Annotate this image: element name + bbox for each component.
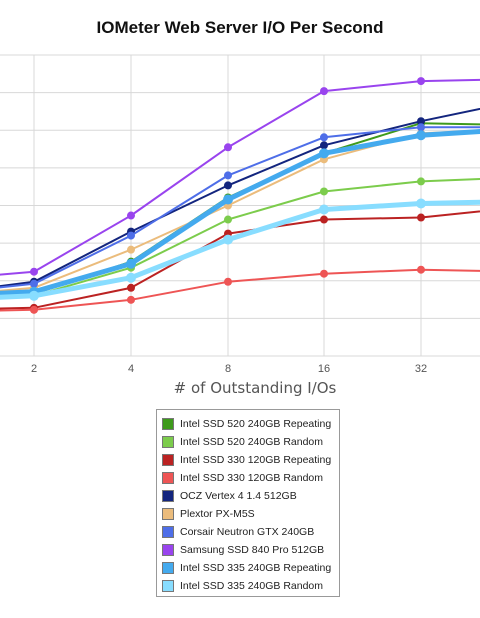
legend-swatch <box>162 454 174 466</box>
legend-label: Intel SSD 330 120GB Repeating <box>180 454 332 466</box>
legend-label: Plextor PX-M5S <box>180 508 255 520</box>
data-point[interactable] <box>319 148 329 159</box>
legend-label: Corsair Neutron GTX 240GB <box>180 526 315 538</box>
data-point[interactable] <box>30 305 38 314</box>
data-point[interactable] <box>127 231 135 240</box>
data-point[interactable] <box>223 194 233 205</box>
x-tick-label: 32 <box>415 363 427 375</box>
data-point[interactable] <box>416 198 426 209</box>
series-7 <box>0 77 480 276</box>
legend-swatch <box>162 418 174 430</box>
legend-swatch <box>162 490 174 502</box>
data-point[interactable] <box>223 234 233 245</box>
data-point[interactable] <box>319 204 329 215</box>
data-point[interactable] <box>417 77 425 86</box>
x-tick-label: 2 <box>31 363 37 375</box>
legend-label: Intel SSD 335 240GB Repeating <box>180 562 332 574</box>
series-6 <box>0 123 480 289</box>
legend-item[interactable]: OCZ Vertex 4 1.4 512GB <box>161 487 337 505</box>
data-point[interactable] <box>224 171 232 180</box>
data-point[interactable] <box>30 267 38 276</box>
data-point[interactable] <box>30 279 38 288</box>
series-3 <box>0 265 480 314</box>
legend-item[interactable]: Intel SSD 335 240GB Repeating <box>161 559 337 577</box>
data-point[interactable] <box>126 272 136 283</box>
data-point[interactable] <box>417 117 425 126</box>
data-point[interactable] <box>320 141 328 150</box>
data-point[interactable] <box>320 133 328 142</box>
legend-swatch <box>162 544 174 556</box>
legend-swatch <box>162 526 174 538</box>
legend-label: Intel SSD 330 120GB Random <box>180 472 324 484</box>
series-8 <box>0 129 480 297</box>
data-point[interactable] <box>127 211 135 220</box>
legend-swatch <box>162 472 174 484</box>
legend-item[interactable]: Intel SSD 335 240GB Random <box>161 577 337 595</box>
legend-swatch <box>162 436 174 448</box>
data-point[interactable] <box>320 187 328 196</box>
data-point[interactable] <box>417 265 425 274</box>
legend-item[interactable]: Samsung SSD 840 Pro 512GB <box>161 541 337 559</box>
data-point[interactable] <box>126 258 136 269</box>
data-point[interactable] <box>417 213 425 222</box>
data-point[interactable] <box>127 295 135 304</box>
data-point[interactable] <box>417 177 425 186</box>
x-axis-label: # of Outstanding I/Os <box>174 379 337 397</box>
x-tick-label: 16 <box>318 363 330 375</box>
x-tick-label: 4 <box>128 363 134 375</box>
legend-label: Intel SSD 520 240GB Random <box>180 436 324 448</box>
legend-label: Intel SSD 520 240GB Repeating <box>180 418 332 430</box>
data-point[interactable] <box>224 181 232 190</box>
legend-item[interactable]: Intel SSD 330 120GB Repeating <box>161 451 337 469</box>
legend-swatch <box>162 580 174 592</box>
x-tick-label: 8 <box>225 363 231 375</box>
series-2 <box>0 210 480 312</box>
series-line <box>0 122 480 297</box>
series-9 <box>0 198 480 301</box>
series-5 <box>0 129 480 292</box>
data-point[interactable] <box>320 87 328 96</box>
series-line <box>0 126 480 289</box>
legend-item[interactable]: Intel SSD 520 240GB Random <box>161 433 337 451</box>
data-point[interactable] <box>416 130 426 141</box>
data-point[interactable] <box>224 277 232 286</box>
data-point[interactable] <box>417 123 425 132</box>
data-point[interactable] <box>320 215 328 224</box>
series-line <box>0 210 480 310</box>
legend-item[interactable]: Corsair Neutron GTX 240GB <box>161 523 337 541</box>
legend-label: Intel SSD 335 240GB Random <box>180 580 324 592</box>
legend-swatch <box>162 508 174 520</box>
data-point[interactable] <box>320 269 328 278</box>
legend: Intel SSD 520 240GB Repeating Intel SSD 5… <box>156 409 340 597</box>
data-point[interactable] <box>127 283 135 292</box>
data-point[interactable] <box>224 143 232 152</box>
series-0 <box>0 119 480 298</box>
legend-label: OCZ Vertex 4 1.4 512GB <box>180 490 297 502</box>
legend-label: Samsung SSD 840 Pro 512GB <box>180 544 325 556</box>
data-point[interactable] <box>29 290 39 301</box>
legend-swatch <box>162 562 174 574</box>
data-point[interactable] <box>127 245 135 254</box>
legend-item[interactable]: Intel SSD 520 240GB Repeating <box>161 415 337 433</box>
legend-item[interactable]: Intel SSD 330 120GB Random <box>161 469 337 487</box>
data-point[interactable] <box>224 215 232 224</box>
chart-title: IOMeter Web Server I/O Per Second <box>96 18 384 37</box>
legend-item[interactable]: Plextor PX-M5S <box>161 505 337 523</box>
